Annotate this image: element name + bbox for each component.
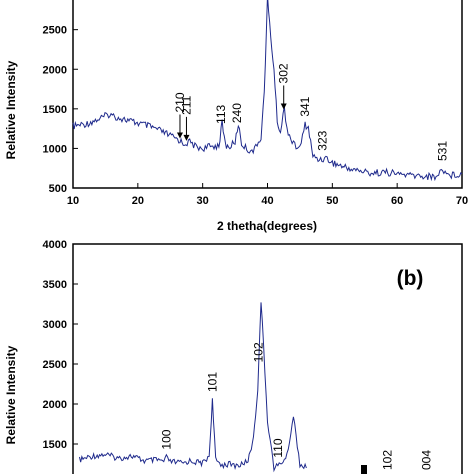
panel-b-label: (b) [397,267,424,290]
panel-a-y-ticks: 500 1000 1500 2000 2500 [43,25,78,195]
panel-a-peak-label-text: 113 [214,104,228,123]
panel-a-y-tick-label: 2000 [43,64,67,76]
panel-a-peak-arrowhead [183,134,190,141]
panel-a-peak-label: 113 [214,104,228,123]
panel-a-peak-label-text: 210 [173,92,187,112]
panel-b-peak-label: 102 [251,342,265,362]
panel-a-x-tick-label: 40 [261,195,273,207]
panel-b-series-line [78,302,307,473]
panel-a-x-axis-label: 2 thetha(degrees) [217,219,317,233]
panel-a-peak-label: 341 [298,96,312,116]
panel-b-small-marker [361,465,367,474]
panel-b-peak-label: 004 [419,450,433,470]
panel-a-x-tick-label: 30 [197,195,209,207]
panel-a-peak-label-text: 211 [179,95,193,114]
panel-b-y-tick-label: 4000 [43,239,67,251]
panel-b-y-tick-label: 2500 [43,359,67,371]
panel-b-y-axis-label: Relative Intensity [4,345,18,444]
panel-a-peak-label-text: 531 [436,141,450,161]
panel-a-peak-label: 210 [173,92,187,139]
panel-a-peak-label: 531 [436,141,450,161]
panel-b-peak-label: 100 [159,429,173,449]
panel-a-y-tick-label: 2500 [43,25,67,37]
panel-a-x-tick-label: 50 [326,195,338,207]
panel-b-y-tick-label: 1500 [43,439,67,451]
panel-a-peak-label-text: 240 [230,103,244,123]
panel-b-peak-label: 101 [205,372,219,392]
panel-b-peak-labels: 100 101 102 110 102 004 [159,342,433,470]
panel-b-peak-label: 102 [380,450,394,470]
panel-a-peak-arrowhead [176,132,183,139]
panel-a-peak-label-text: 341 [298,96,312,116]
panel-a-x-tick-label: 70 [456,195,468,207]
panel-b-y-tick-label: 2000 [43,399,67,411]
panel-a-peak-label: 323 [316,130,330,150]
panel-a-x-tick-label: 10 [67,195,79,207]
panel-a-x-tick-label: 60 [391,195,403,207]
panel-a-peak-arrowhead [280,103,287,110]
panel-a-y-axis-label: Relative Intensity [4,60,18,159]
panel-b-y-ticks: 4000 3500 3000 2500 2000 1500 [43,239,78,451]
panel-a-peak-label: 240 [230,103,244,123]
panel-a-peak-label-text: 302 [277,63,291,83]
panel-a: 10 20 30 40 50 60 70 500 1000 1500 2000 2500 21021… [4,0,468,233]
panel-a-peak-label: 302 [277,63,291,110]
panel-a-x-ticks: 10 20 30 40 50 60 70 [67,183,468,207]
panel-a-x-tick-label: 20 [132,195,144,207]
panel-a-plot-frame [72,0,463,189]
panel-b-y-tick-label: 3500 [43,279,67,291]
panel-a-peak-label: 211 [179,95,193,141]
panel-a-series-line [72,0,463,182]
panel-a-y-tick-label: 1000 [43,143,67,155]
panel-b: 4000 3500 3000 2500 2000 1500 100 101 102 110 102… [4,239,463,474]
panel-a-y-tick-label: 1500 [43,104,67,116]
panel-b-peak-label: 110 [271,438,285,457]
panel-a-peak-label-text: 323 [316,130,330,150]
panel-b-y-tick-label: 3000 [43,319,67,331]
panel-a-y-tick-label: 500 [49,183,67,195]
